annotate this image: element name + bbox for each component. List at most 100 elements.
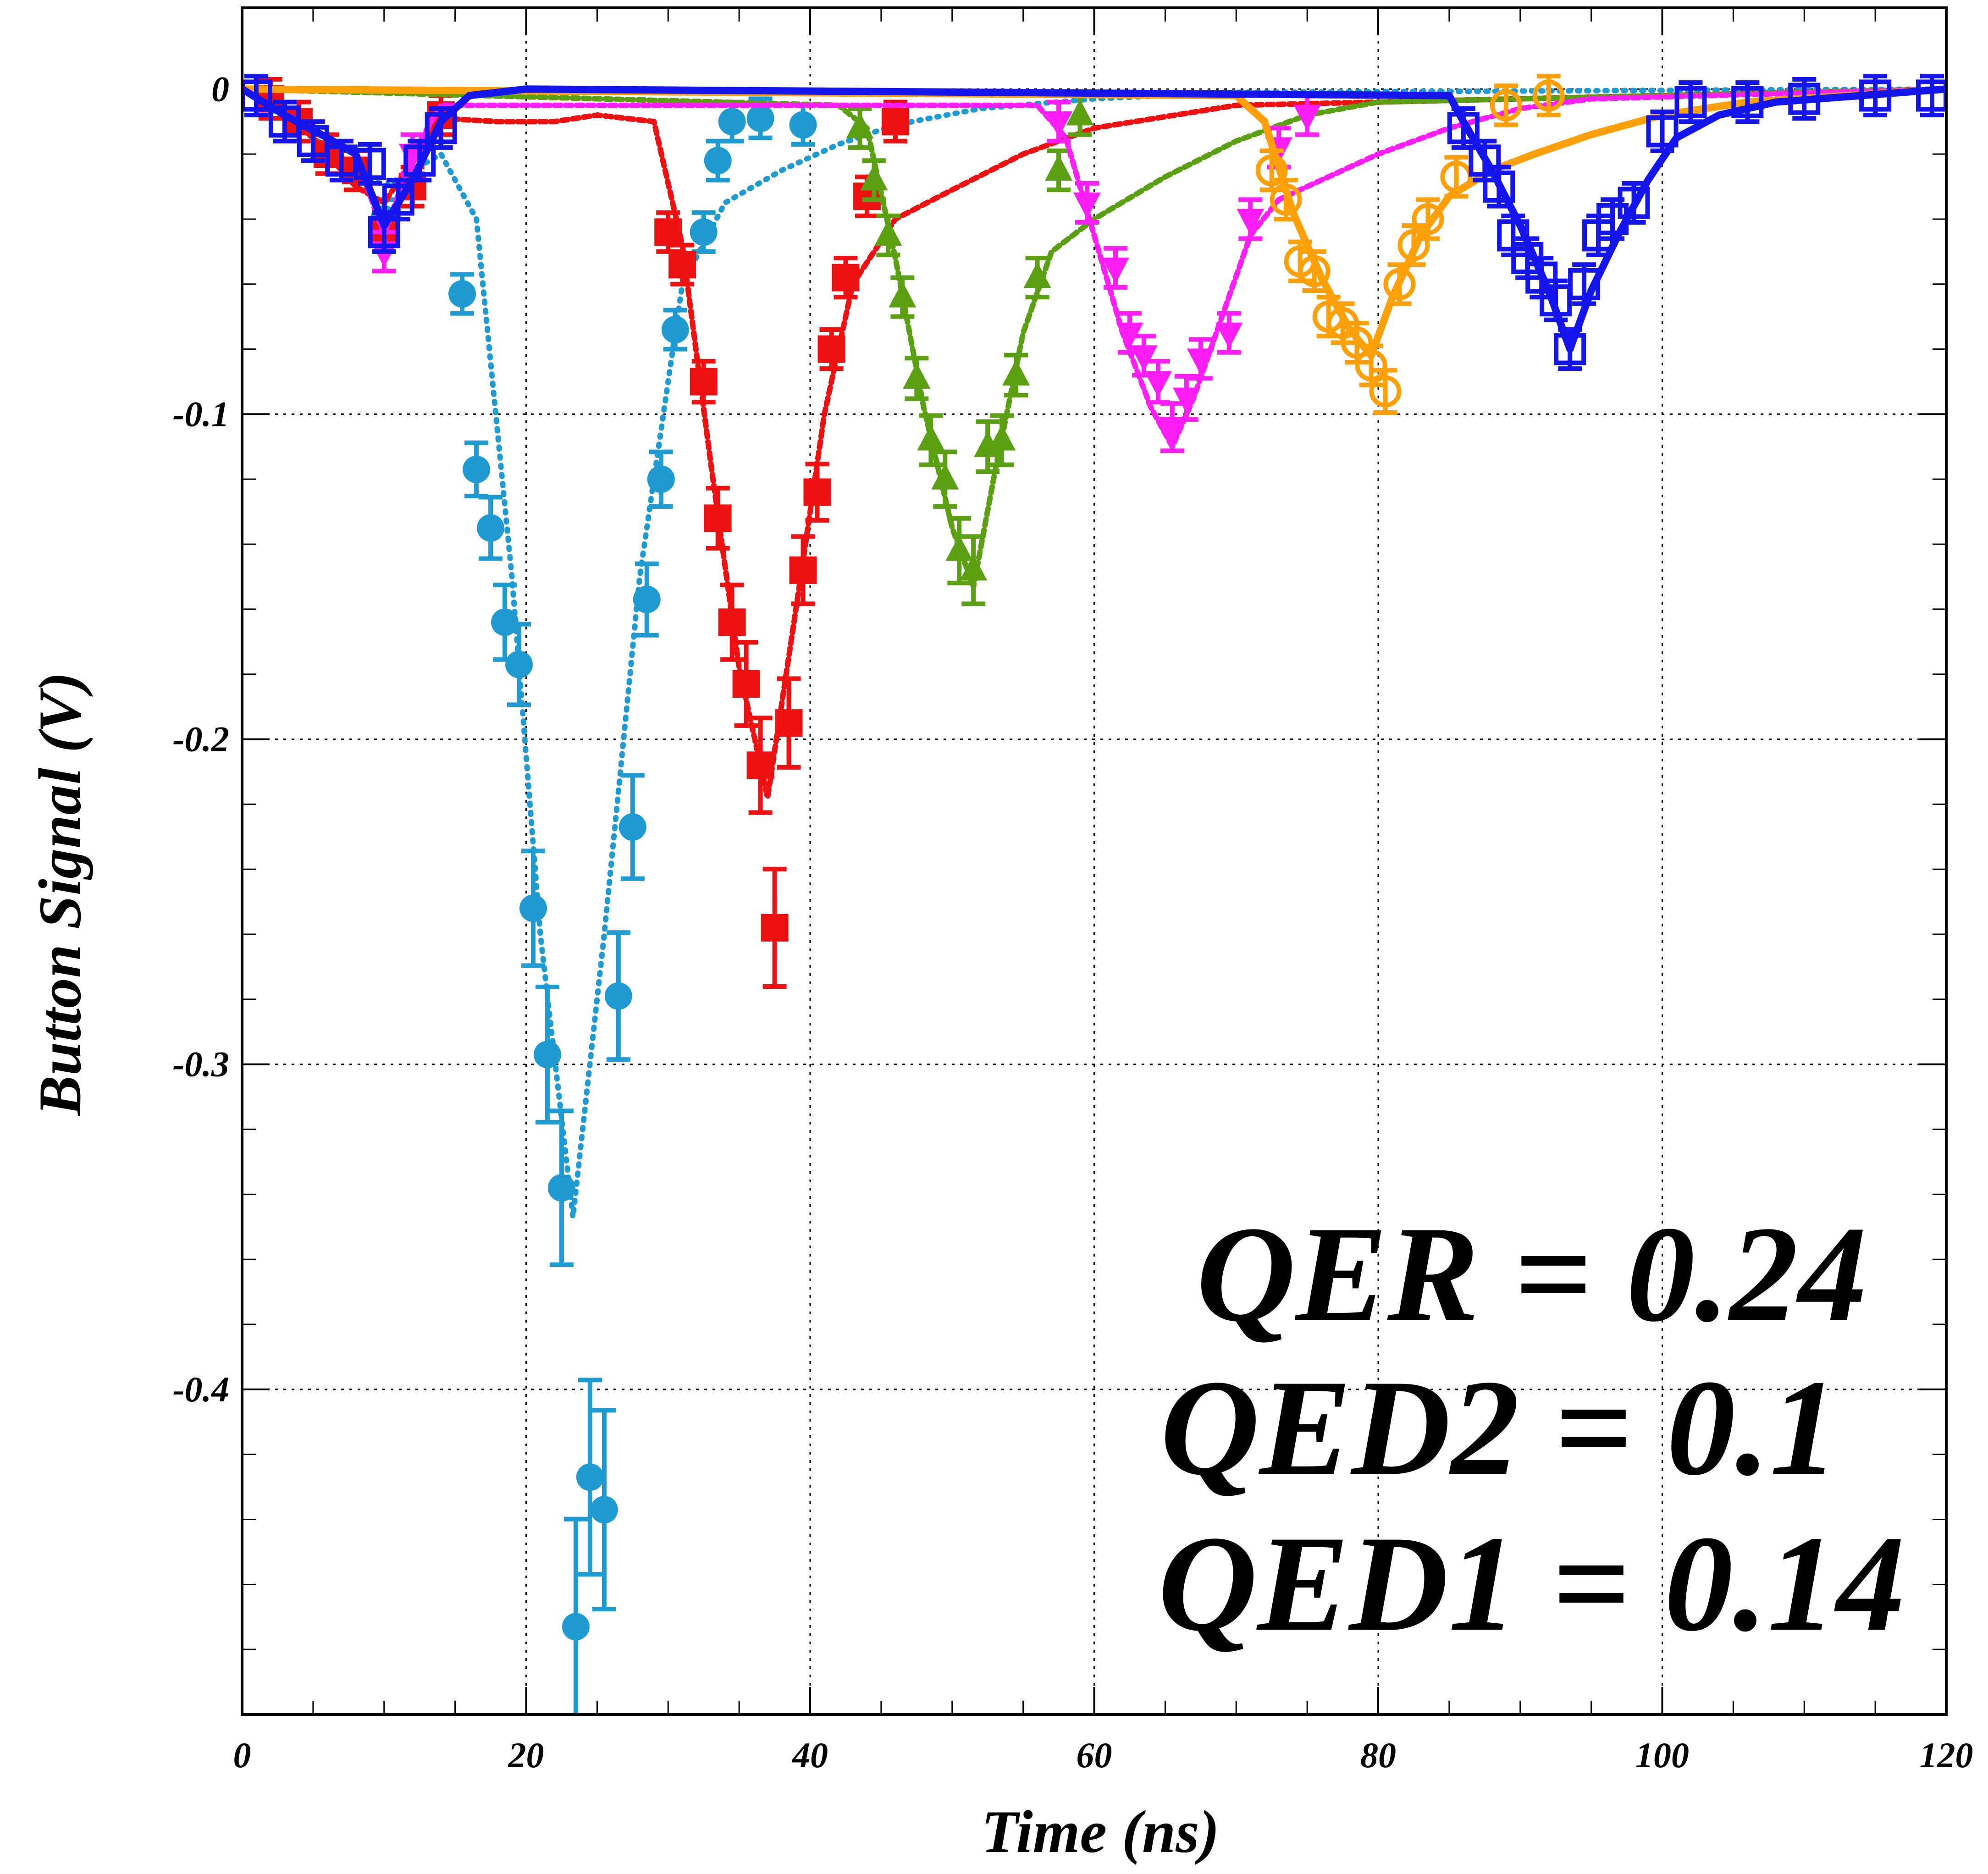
data-point — [477, 514, 505, 542]
data-point — [353, 148, 386, 180]
annotation-qed1: QED1 = 0.14 — [1158, 1507, 1905, 1659]
data-point — [547, 1174, 575, 1202]
y-axis-label: Button Signal (V) — [26, 672, 94, 1117]
axis-ticks — [241, 8, 1947, 1714]
data-point — [889, 281, 917, 308]
y-tick-label: -0.3 — [173, 1044, 229, 1084]
data-point — [1788, 83, 1821, 115]
data-point — [1158, 417, 1186, 443]
data-point — [1341, 326, 1373, 359]
data-point — [1255, 154, 1288, 187]
x-tick-label: 80 — [1360, 1735, 1396, 1775]
data-point — [1369, 375, 1402, 408]
plot-frame — [241, 6, 1948, 1716]
data-point — [1045, 111, 1073, 138]
data-point — [761, 914, 789, 942]
data-point — [988, 424, 1016, 451]
series-1-fit-line — [242, 86, 1946, 801]
data-point — [803, 478, 831, 506]
data-point — [1355, 349, 1387, 382]
data-point — [1293, 105, 1321, 131]
series-5-fit-line — [242, 85, 1946, 353]
data-point — [1073, 192, 1101, 219]
data-point — [576, 1463, 604, 1491]
data-point — [1731, 86, 1764, 118]
annotation-qed2: QED2 = 0.1 — [1160, 1351, 1839, 1504]
data-point — [519, 894, 547, 922]
x-tick-label: 60 — [1077, 1735, 1112, 1775]
data-point — [668, 251, 696, 279]
x-tick-label: 120 — [1920, 1735, 1973, 1775]
data-point — [1440, 160, 1473, 193]
data-point — [789, 556, 817, 584]
data-point — [1115, 322, 1143, 349]
x-axis-label: Time (ns) — [981, 1798, 1219, 1865]
data-point — [817, 335, 845, 363]
data-point — [1002, 359, 1030, 386]
data-point — [368, 216, 400, 248]
x-tick-label: 0 — [233, 1735, 251, 1775]
data-point — [1187, 348, 1215, 375]
y-tick-label: 0 — [211, 69, 229, 109]
data-point — [661, 316, 689, 344]
data-point — [1045, 154, 1073, 181]
data-point — [1144, 371, 1172, 398]
data-point — [903, 362, 931, 389]
data-point — [403, 144, 436, 177]
data-point — [931, 463, 959, 490]
data-point — [1447, 112, 1480, 144]
data-point — [1298, 255, 1331, 287]
y-tick-label: -0.4 — [173, 1369, 229, 1409]
data-point — [881, 108, 909, 136]
data-point — [633, 585, 661, 613]
x-tick-label: 40 — [791, 1735, 828, 1775]
data-point — [1674, 86, 1707, 118]
x-tick-label: 20 — [508, 1735, 544, 1775]
data-point — [1412, 203, 1444, 235]
data-point — [960, 554, 988, 581]
data-point — [604, 982, 632, 1010]
data-point — [1490, 89, 1522, 121]
data-point — [1383, 268, 1416, 300]
data-point — [1532, 79, 1565, 112]
data-point — [832, 264, 860, 292]
data-point — [718, 108, 746, 136]
data-point — [1270, 183, 1302, 216]
series-5 — [242, 73, 1946, 371]
data-point — [562, 1613, 590, 1641]
data-point — [533, 1041, 561, 1069]
data-point — [917, 424, 945, 451]
data-point — [618, 813, 646, 841]
data-point — [704, 147, 732, 175]
data-point — [1483, 171, 1515, 203]
data-point — [690, 218, 718, 246]
data-point — [1237, 209, 1265, 235]
data-point — [1101, 257, 1129, 284]
data-point — [382, 183, 414, 216]
data-point — [1066, 99, 1094, 126]
data-point — [505, 650, 533, 678]
data-point — [1646, 115, 1679, 148]
annotation-qer: QER = 0.24 — [1196, 1198, 1867, 1350]
data-point — [874, 219, 902, 246]
data-point — [704, 504, 732, 532]
data-point — [491, 608, 519, 636]
x-tick-label: 100 — [1635, 1735, 1689, 1775]
series-4 — [242, 73, 1946, 415]
y-tick-label: -0.2 — [173, 719, 229, 759]
data-point — [746, 105, 774, 132]
data-point — [268, 105, 301, 138]
tick-labels: 0 20 40 60 80 100 120 0 -0.1 -0.2 -0.3 -0.4 — [173, 69, 1973, 1775]
data-point — [846, 112, 874, 138]
series-layer — [242, 73, 1946, 1714]
data-point — [1596, 203, 1629, 235]
data-point — [647, 465, 675, 493]
data-point — [448, 280, 476, 308]
data-point — [860, 164, 888, 191]
data-point — [1568, 268, 1601, 300]
data-point — [463, 455, 491, 483]
data-point — [1172, 387, 1200, 414]
y-tick-label: -0.1 — [173, 394, 229, 434]
